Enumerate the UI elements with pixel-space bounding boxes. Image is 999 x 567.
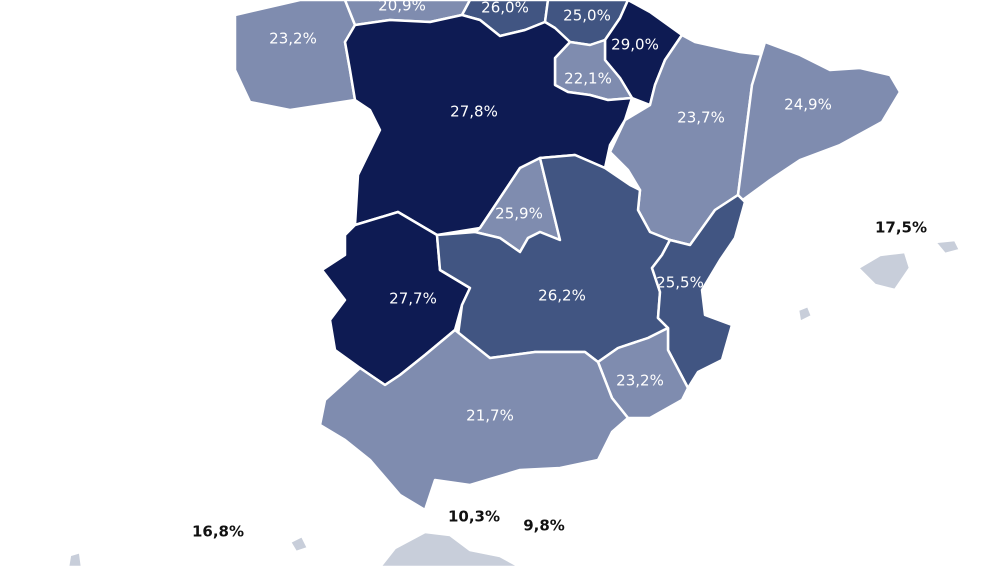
label-baleares: 17,5% [875,219,927,237]
label-cataluna: 24,9% [784,96,832,114]
region-comunidad-valenciana [650,193,747,390]
label-extremadura: 27,7% [389,290,437,308]
region-cataluna [736,40,902,204]
label-canarias: 16,8% [192,523,244,541]
region-canarias [288,534,310,554]
region-north-africa [378,530,522,567]
label-castilla-la-mancha: 26,2% [538,287,586,305]
label-cantabria: 26,0% [481,0,529,17]
region-canarias-west [66,550,84,567]
label-aragon: 23,7% [677,109,725,127]
label-pais-vasco: 25,0% [563,7,611,25]
region-navarra [603,0,684,107]
region-baleares-menorca [933,238,962,256]
label-murcia: 23,2% [616,372,664,390]
label-galicia: 23,2% [269,30,317,48]
label-castilla-y-leon: 27,8% [450,103,498,121]
label-andalucia: 21,7% [466,407,514,425]
label-melilla: 9,8% [523,517,565,535]
region-andalucia [318,328,630,512]
region-baleares-ibiza [796,304,814,324]
region-baleares [856,250,912,292]
label-comunidad-valenciana: 25,5% [656,274,704,292]
label-navarra: 29,0% [611,36,659,54]
label-la-rioja: 22,1% [564,70,612,88]
label-asturias: 20,9% [378,0,426,15]
label-madrid: 25,9% [495,205,543,223]
label-ceuta: 10,3% [448,508,500,526]
region-galicia [233,0,357,112]
